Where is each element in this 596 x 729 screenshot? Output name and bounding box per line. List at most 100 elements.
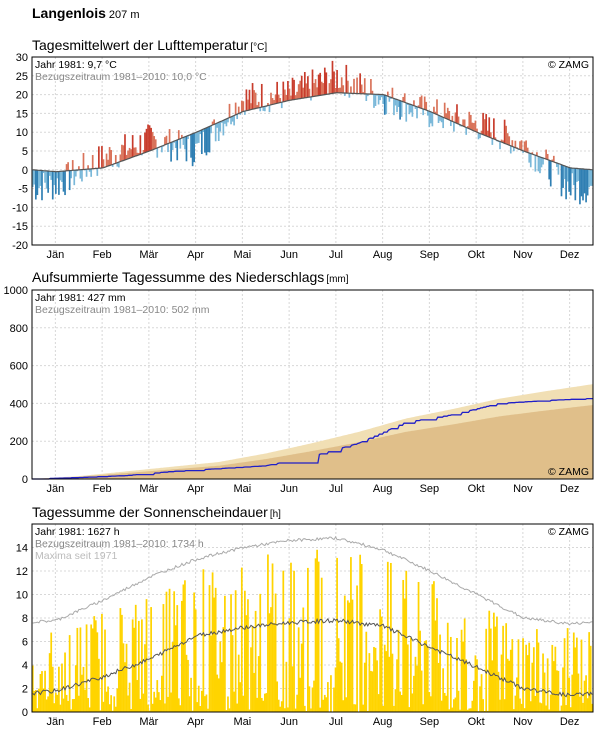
sunshine-bar	[474, 655, 477, 712]
sunshine-bar	[363, 662, 366, 712]
temperature-bar	[70, 170, 73, 179]
sunshine-bar	[408, 707, 411, 712]
temperature-bar	[379, 94, 381, 101]
sunshine-bar	[508, 660, 511, 712]
temperature-bar	[499, 141, 501, 150]
x-tick-label: Mai	[234, 249, 252, 261]
sunshine-bar	[417, 581, 420, 712]
temperature-bar	[230, 116, 232, 125]
temperature-bar	[563, 165, 566, 180]
temperature-bar	[410, 104, 412, 113]
temperature-bar	[239, 112, 242, 115]
temperature-bar	[433, 106, 435, 114]
sunshine-bar	[36, 708, 39, 712]
sunshine-bar	[177, 698, 180, 712]
temperature-bar	[359, 73, 361, 94]
temperature-bar	[519, 141, 521, 150]
temperature-bar	[244, 111, 246, 115]
temperature-bar	[363, 78, 366, 94]
sunshine-bar	[234, 590, 237, 712]
sunshine-bar	[319, 707, 322, 712]
temperature-bar	[205, 127, 208, 156]
temperature-bar	[591, 169, 594, 186]
temperature-bar	[167, 143, 169, 153]
temperature-chart-title: Tagesmittelwert der Lufttemperatur [°C]	[32, 37, 267, 53]
precipitation-year-line	[32, 397, 593, 480]
sunshine-bar	[263, 693, 266, 712]
sunshine-bar	[297, 627, 300, 712]
sunshine-bar	[257, 656, 260, 712]
temperature-bar	[325, 72, 328, 95]
sunshine-chart-title: Tagessumme der Sonnenscheindauer [h]	[32, 504, 281, 520]
sunshine-bar	[531, 662, 534, 712]
temperature-bar	[416, 106, 418, 119]
sunshine-bar	[545, 705, 547, 712]
sunshine-bar	[82, 666, 85, 712]
temperature-bar	[81, 169, 83, 182]
sunshine-bar	[376, 660, 378, 712]
temperature-bar	[168, 129, 171, 143]
temperature-bar	[53, 171, 56, 186]
temperature-bar	[240, 100, 243, 113]
temperature-bar	[586, 169, 589, 196]
temperature-bar	[61, 171, 63, 182]
sunshine-bar	[465, 659, 468, 712]
temperature-bar	[477, 132, 480, 140]
temperature-bar	[489, 132, 492, 138]
sunshine-bar	[102, 701, 105, 712]
sunshine-bar	[283, 708, 286, 712]
sunshine-bar	[308, 686, 311, 712]
sunshine-bar	[559, 710, 561, 712]
temperature-bar	[130, 149, 132, 158]
temperature-bar	[454, 112, 457, 123]
temperature-bar	[549, 160, 552, 187]
sunshine-bar	[471, 700, 474, 712]
y-tick-label: 6	[22, 637, 28, 649]
temperature-bar	[177, 130, 180, 140]
sunshine-bar	[370, 670, 372, 712]
sunshine-bar	[569, 707, 572, 712]
temperature-bar	[296, 91, 298, 100]
sunshine-bar	[565, 705, 567, 712]
sunshine-bar	[516, 677, 518, 712]
temperature-bar	[546, 153, 549, 160]
sunshine-bar	[39, 673, 42, 712]
sunshine-bar	[571, 674, 574, 712]
temperature-bar	[182, 137, 185, 145]
sunshine-bar	[290, 562, 292, 712]
sunshine-bar	[529, 701, 532, 712]
sunshine-bar	[583, 680, 586, 712]
temperature-bar	[207, 127, 209, 153]
sunshine-bar	[379, 609, 381, 712]
temperature-year-annotation: Jahr 1981: 9,7 °C	[35, 59, 117, 71]
temperature-bar	[128, 147, 131, 159]
temperature-bar	[227, 118, 229, 123]
temperature-bar	[471, 122, 474, 131]
y-tick-label: 1000	[4, 285, 28, 297]
temperature-bar	[142, 149, 145, 154]
sunshine-bar	[459, 709, 461, 712]
sunshine-bar	[391, 653, 394, 712]
station-title: Langenlois 207 m	[32, 5, 139, 21]
temperature-bar	[116, 162, 119, 167]
temperature-bar	[545, 149, 547, 160]
temperature-bar	[565, 166, 567, 200]
sunshine-bar	[38, 688, 40, 712]
temperature-bar	[254, 92, 257, 109]
temperature-bar	[305, 83, 308, 98]
sunshine-bar	[429, 696, 432, 712]
temperature-bar	[446, 107, 449, 120]
sunshine-bar	[440, 700, 443, 712]
sunshine-bar	[124, 662, 126, 712]
sunshine-bar	[153, 691, 156, 712]
sunshine-bar	[566, 628, 569, 712]
temperature-bar	[82, 153, 85, 170]
temperature-reference-annotation: Bezugszeitraum 1981–2010: 10,0 °C	[35, 71, 207, 83]
sunshine-bar	[330, 675, 332, 712]
sunshine-bar	[525, 644, 528, 712]
sunshine-bar	[108, 704, 111, 712]
y-tick-label: 600	[10, 361, 28, 373]
temperature-bar	[539, 156, 541, 174]
sunshine-bar	[165, 591, 168, 712]
sunshine-bar	[188, 696, 191, 712]
